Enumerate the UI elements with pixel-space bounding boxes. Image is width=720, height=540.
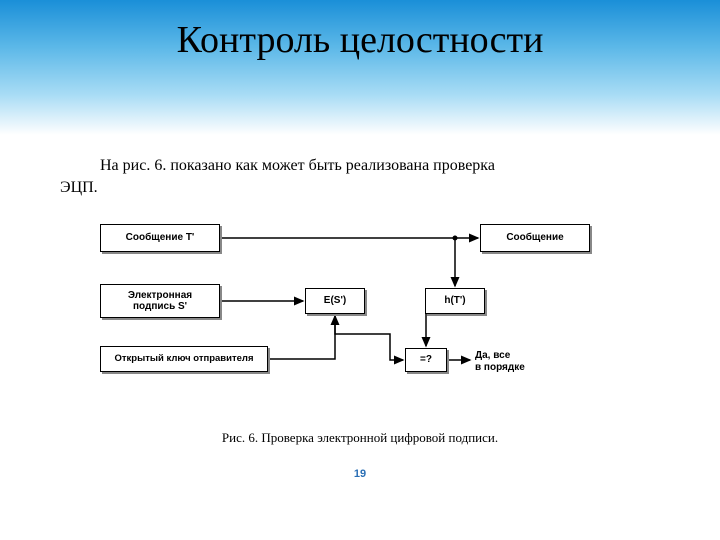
slide-title: Контроль целостности	[177, 18, 544, 62]
node-compare: =?	[405, 348, 447, 372]
paragraph-line1: На рис. 6. показано как может быть реали…	[100, 157, 495, 174]
label-ok: Да, все в порядке	[475, 350, 525, 373]
node-public-key: Открытый ключ отправителя	[100, 346, 268, 372]
flowchart-diagram: Сообщение T' Сообщение Электронная подпи…	[80, 216, 640, 416]
slide-header: Контроль целостности	[0, 0, 720, 135]
figure-caption: Рис. 6. Проверка электронной цифровой по…	[0, 430, 720, 446]
node-e-sprime: E(S')	[305, 288, 365, 314]
body-paragraph: На рис. 6. показано как может быть реали…	[0, 135, 720, 206]
paragraph-line2: ЭЦП.	[60, 179, 98, 196]
page-number: 19	[0, 468, 720, 480]
node-signature-sprime: Электронная подпись S'	[100, 284, 220, 318]
node-h-tprime: h(T')	[425, 288, 485, 314]
node-message-tprime: Сообщение T'	[100, 224, 220, 252]
node-message: Сообщение	[480, 224, 590, 252]
